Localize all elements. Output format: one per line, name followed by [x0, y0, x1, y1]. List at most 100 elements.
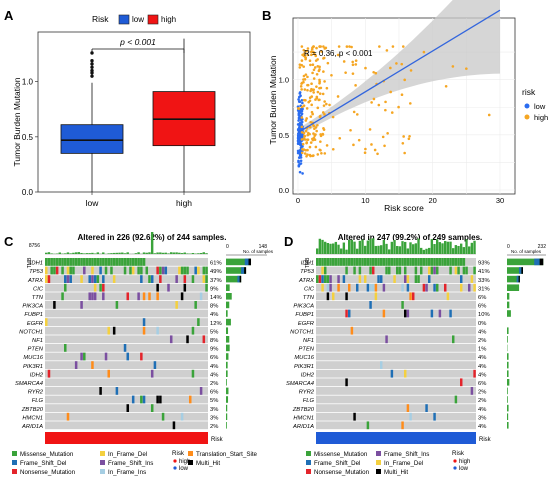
mutation-cell — [425, 283, 428, 292]
percent-label: 4% — [478, 329, 486, 335]
mutation-cell — [93, 283, 97, 292]
grid-row-bg — [45, 395, 208, 404]
tmb-bar — [88, 253, 91, 254]
mutation-cell — [164, 266, 168, 275]
point-high — [315, 85, 318, 88]
mutation-cell — [123, 266, 127, 275]
point-high — [304, 148, 308, 152]
point-low — [300, 112, 304, 116]
point-high — [300, 116, 304, 119]
mutation-cell — [318, 258, 322, 266]
mutation-cell — [382, 283, 386, 292]
side-bar — [226, 301, 230, 309]
nsamples-tick-1-d: 232 — [538, 244, 547, 250]
mutation-cell — [433, 258, 436, 266]
gene-label: ARID1A — [21, 424, 43, 430]
point-high — [303, 52, 306, 55]
tmb-bar — [390, 241, 394, 254]
mutation-cell — [85, 258, 89, 266]
side-bar-segment — [534, 258, 540, 266]
mutation-cell — [316, 258, 319, 266]
gene-label: MUC16 — [294, 355, 314, 361]
point-high — [331, 115, 335, 119]
legend-label: Frame_Shift_Ins — [108, 460, 153, 467]
mutation-cell — [444, 283, 447, 292]
point-high — [322, 70, 325, 73]
point-high — [351, 72, 355, 75]
mutation-cell — [406, 309, 410, 318]
point-high — [318, 86, 321, 90]
tmb-bar — [358, 240, 362, 254]
point-high — [312, 132, 315, 135]
tmb-bar — [449, 241, 452, 254]
mutation-cell — [126, 258, 130, 266]
side-bar-segment — [516, 275, 519, 283]
mutation-cell — [326, 258, 330, 266]
mutation-cell — [72, 266, 75, 275]
mutation-cell — [417, 258, 420, 266]
mutation-cell — [202, 266, 206, 275]
mutation-cell — [430, 258, 434, 266]
percent-label: 93% — [478, 261, 490, 267]
mutation-cell — [366, 283, 370, 292]
mutation-cell — [382, 258, 386, 266]
tmb-bar — [107, 253, 110, 254]
mutation-cell — [112, 258, 116, 266]
mutation-cell — [401, 283, 404, 292]
tmb-bar — [169, 252, 173, 254]
point-high — [386, 131, 389, 135]
legend-swatch — [100, 451, 105, 456]
tmb-bar — [205, 253, 208, 254]
tmb-bar — [77, 252, 81, 254]
side-bar — [226, 258, 252, 266]
side-bar — [507, 327, 509, 334]
mutation-cell — [372, 266, 375, 275]
side-bar — [226, 310, 228, 317]
y-ticks: 0.0 0.5 1.0 — [22, 78, 38, 197]
mutation-cell — [159, 395, 162, 404]
mutation-cell — [96, 258, 100, 266]
point-high — [305, 49, 308, 53]
mutation-cell — [194, 301, 197, 309]
mutation-cell — [159, 275, 162, 283]
mutation-cell — [388, 266, 391, 275]
grid-row-bg — [316, 301, 476, 309]
tmb-bar — [58, 252, 61, 254]
point-high — [372, 70, 375, 74]
mutation-cell — [446, 258, 450, 266]
y-tick-label-b: 1.0 — [279, 76, 289, 85]
gene-label: NF1 — [32, 338, 43, 344]
nsamples-tick-0-d: 0 — [507, 244, 510, 250]
mutation-cell — [112, 326, 116, 335]
point-high — [314, 145, 318, 149]
point-high — [368, 128, 372, 131]
side-bar-segment — [518, 267, 522, 274]
percent-label: 4% — [478, 355, 486, 361]
point-high — [314, 133, 317, 136]
mutation-cell — [99, 266, 102, 275]
tmb-bar — [433, 244, 436, 254]
side-bar — [226, 275, 242, 283]
gene-label: PTEN — [299, 347, 315, 353]
percent-label: 1% — [478, 347, 486, 353]
point-high — [303, 134, 307, 138]
side-bar — [226, 336, 230, 343]
point-high — [306, 53, 309, 57]
point-high — [311, 88, 315, 92]
mutation-cell — [345, 378, 348, 387]
percent-label: 2% — [210, 381, 218, 387]
side-bar-segment — [244, 258, 249, 266]
gene-label: MUC16 — [23, 355, 43, 361]
side-bar — [507, 422, 509, 429]
percent-label: 6% — [478, 304, 486, 310]
mutation-cell — [91, 266, 94, 275]
mutation-cell — [69, 275, 72, 283]
grid-row-bg — [45, 309, 208, 318]
mutation-cell — [329, 275, 332, 283]
tmb-bar — [377, 245, 380, 254]
point-high — [321, 133, 325, 136]
mutation-cell — [126, 404, 130, 412]
tmb-bar — [83, 253, 86, 254]
point-low — [298, 156, 302, 159]
point-high — [309, 50, 313, 54]
